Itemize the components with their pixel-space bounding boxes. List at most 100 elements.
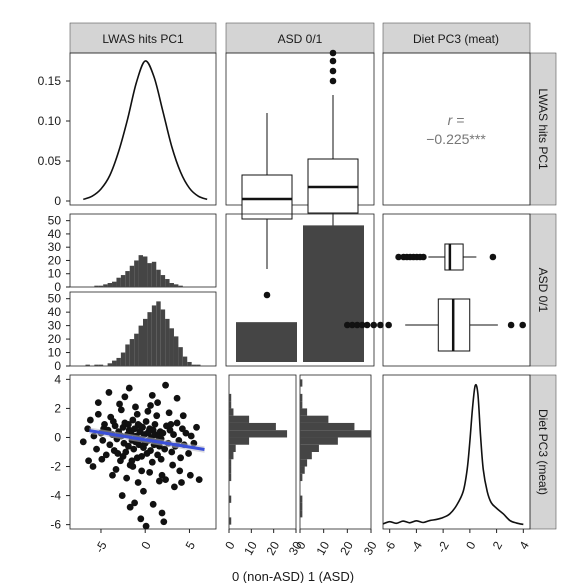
hist-diet-asd0-bar	[229, 495, 232, 503]
scatter-point	[162, 476, 169, 484]
x-tick-label-col3: 0	[463, 539, 479, 552]
hist-lwas-asd0-bar	[94, 285, 99, 287]
scatter-point	[125, 384, 133, 392]
scatter-point	[195, 476, 203, 484]
hist-diet-asd0-bar	[229, 430, 288, 438]
hist-diet-asd0-bar	[229, 437, 250, 445]
scatter-point	[132, 403, 139, 411]
hist-diet-asd1-bar	[300, 473, 303, 482]
hist-diet-asd1-bar	[300, 466, 305, 474]
scatter-point	[142, 522, 150, 530]
hist-lwas-asd0-bar	[112, 281, 117, 287]
scatter-point	[145, 428, 153, 436]
hist-diet-asd0-bar	[229, 459, 232, 467]
hist-lwas-asd1-bar	[156, 301, 161, 366]
box-lwas-0-box	[241, 174, 293, 220]
box-lwas-0-outlier	[263, 291, 271, 299]
x-tick-label-col1: 5	[183, 539, 199, 552]
scatter-point	[79, 438, 87, 446]
hist-lwas-asd1-bar	[94, 364, 99, 366]
scatter-point	[187, 432, 195, 440]
scatter-point	[167, 420, 175, 428]
y-tick-label-row2: 10	[48, 267, 62, 281]
box-diet-1-outlier	[519, 321, 526, 329]
box-diet-0-outlier	[420, 253, 427, 261]
regression-line	[89, 429, 205, 452]
scatter-point	[109, 418, 117, 425]
y-tick-label-row2: 20	[48, 253, 62, 267]
scatter-point	[138, 452, 146, 460]
strip-col-3	[382, 22, 531, 54]
y-tick-label-row1: 0.05	[38, 154, 62, 168]
hist-diet-asd1-bar	[300, 459, 308, 467]
y-tick-label-row3: -4	[50, 489, 61, 503]
y-tick-label-row3: 2	[54, 401, 61, 415]
strip-row-3	[529, 374, 557, 530]
scatter-point	[178, 479, 185, 486]
strip-row-2-label: ASD 0/1	[536, 268, 550, 313]
hist-lwas-asd1-bar	[196, 364, 201, 366]
box-diet-1-outlier	[370, 321, 378, 329]
scatter-point	[138, 467, 146, 475]
scatter-point	[106, 441, 114, 449]
x-tick-label-col1: 0	[138, 539, 154, 552]
hist-lwas-asd0-bar	[129, 265, 135, 287]
scatter-point	[140, 487, 147, 495]
panel-box-diet-frame	[382, 213, 531, 367]
panel-box-lwas-frame	[225, 52, 375, 206]
hist-lwas-asd0-bar	[125, 271, 130, 287]
x-tick-label-col2: 10	[241, 539, 260, 558]
hist-lwas-asd1-bar	[187, 361, 192, 366]
y-tick-label-row2: 50	[48, 214, 62, 228]
scatter-point	[147, 402, 154, 409]
density-line-lwas	[83, 60, 208, 201]
scatter-point	[123, 474, 131, 482]
hist-diet-asd1-bar	[300, 495, 303, 503]
scatter-point	[154, 399, 162, 407]
scatter-point	[137, 515, 145, 523]
y-tick-label-row2: 10	[48, 346, 62, 360]
correlation-value: −0.225***	[426, 131, 486, 147]
scatter-point	[94, 399, 102, 407]
y-tick-label-row2: 0	[54, 359, 61, 373]
scatter-point	[161, 445, 169, 453]
scatter-point	[176, 467, 184, 475]
hist-lwas-asd0-bar	[134, 260, 139, 287]
hist-lwas-asd1-bar	[107, 363, 113, 366]
hist-lwas-asd1-bar	[98, 364, 104, 366]
scatter-point	[133, 410, 141, 418]
scatter-point	[157, 455, 165, 463]
scatter-point	[158, 509, 166, 517]
x-tick-label-col2: 20	[337, 539, 356, 558]
x-tick-label-col1: -5	[92, 539, 110, 556]
hist-lwas-asd1-bar	[129, 339, 135, 366]
hist-diet-asd1-bar	[300, 379, 303, 387]
hist-lwas-asd1-bar	[182, 356, 188, 366]
strip-col-1-label: LWAS hits PC1	[102, 32, 184, 46]
scatter-point	[98, 455, 106, 463]
row-strips: LWAS hits PC1 ASD 0/1 Diet PC3 (meat)	[529, 52, 557, 530]
hist-lwas-asd0-bar	[143, 256, 148, 287]
hist-diet-asd1-bar	[300, 502, 303, 511]
scatter-point	[116, 400, 123, 408]
hist-diet-asd1-bar	[300, 430, 371, 438]
scatter-point	[186, 471, 194, 479]
strip-col-2	[225, 22, 375, 54]
scatter-point	[147, 447, 154, 454]
scatter-point	[129, 416, 137, 424]
panel-hist-diet-asd0-frame	[228, 374, 297, 530]
box-lwas-1-outlier	[329, 77, 337, 85]
scatter-point	[146, 468, 154, 476]
hist-lwas-asd0-bar	[165, 279, 170, 287]
hist-lwas-asd0-bar	[169, 283, 174, 287]
hist-lwas-asd0-bar	[147, 263, 152, 287]
scatter-point	[165, 409, 173, 417]
box-diet-1-outlier	[507, 321, 515, 329]
box-lwas-1-outlier	[329, 57, 337, 65]
scatter-point	[160, 518, 168, 526]
y-tick-label-row1: 0.15	[38, 74, 62, 88]
x-tick-label-col2: 0	[222, 539, 238, 552]
hist-lwas-asd1-bar	[125, 344, 130, 366]
scatter-point	[128, 457, 136, 465]
box-diet-1-outlier	[385, 321, 392, 329]
